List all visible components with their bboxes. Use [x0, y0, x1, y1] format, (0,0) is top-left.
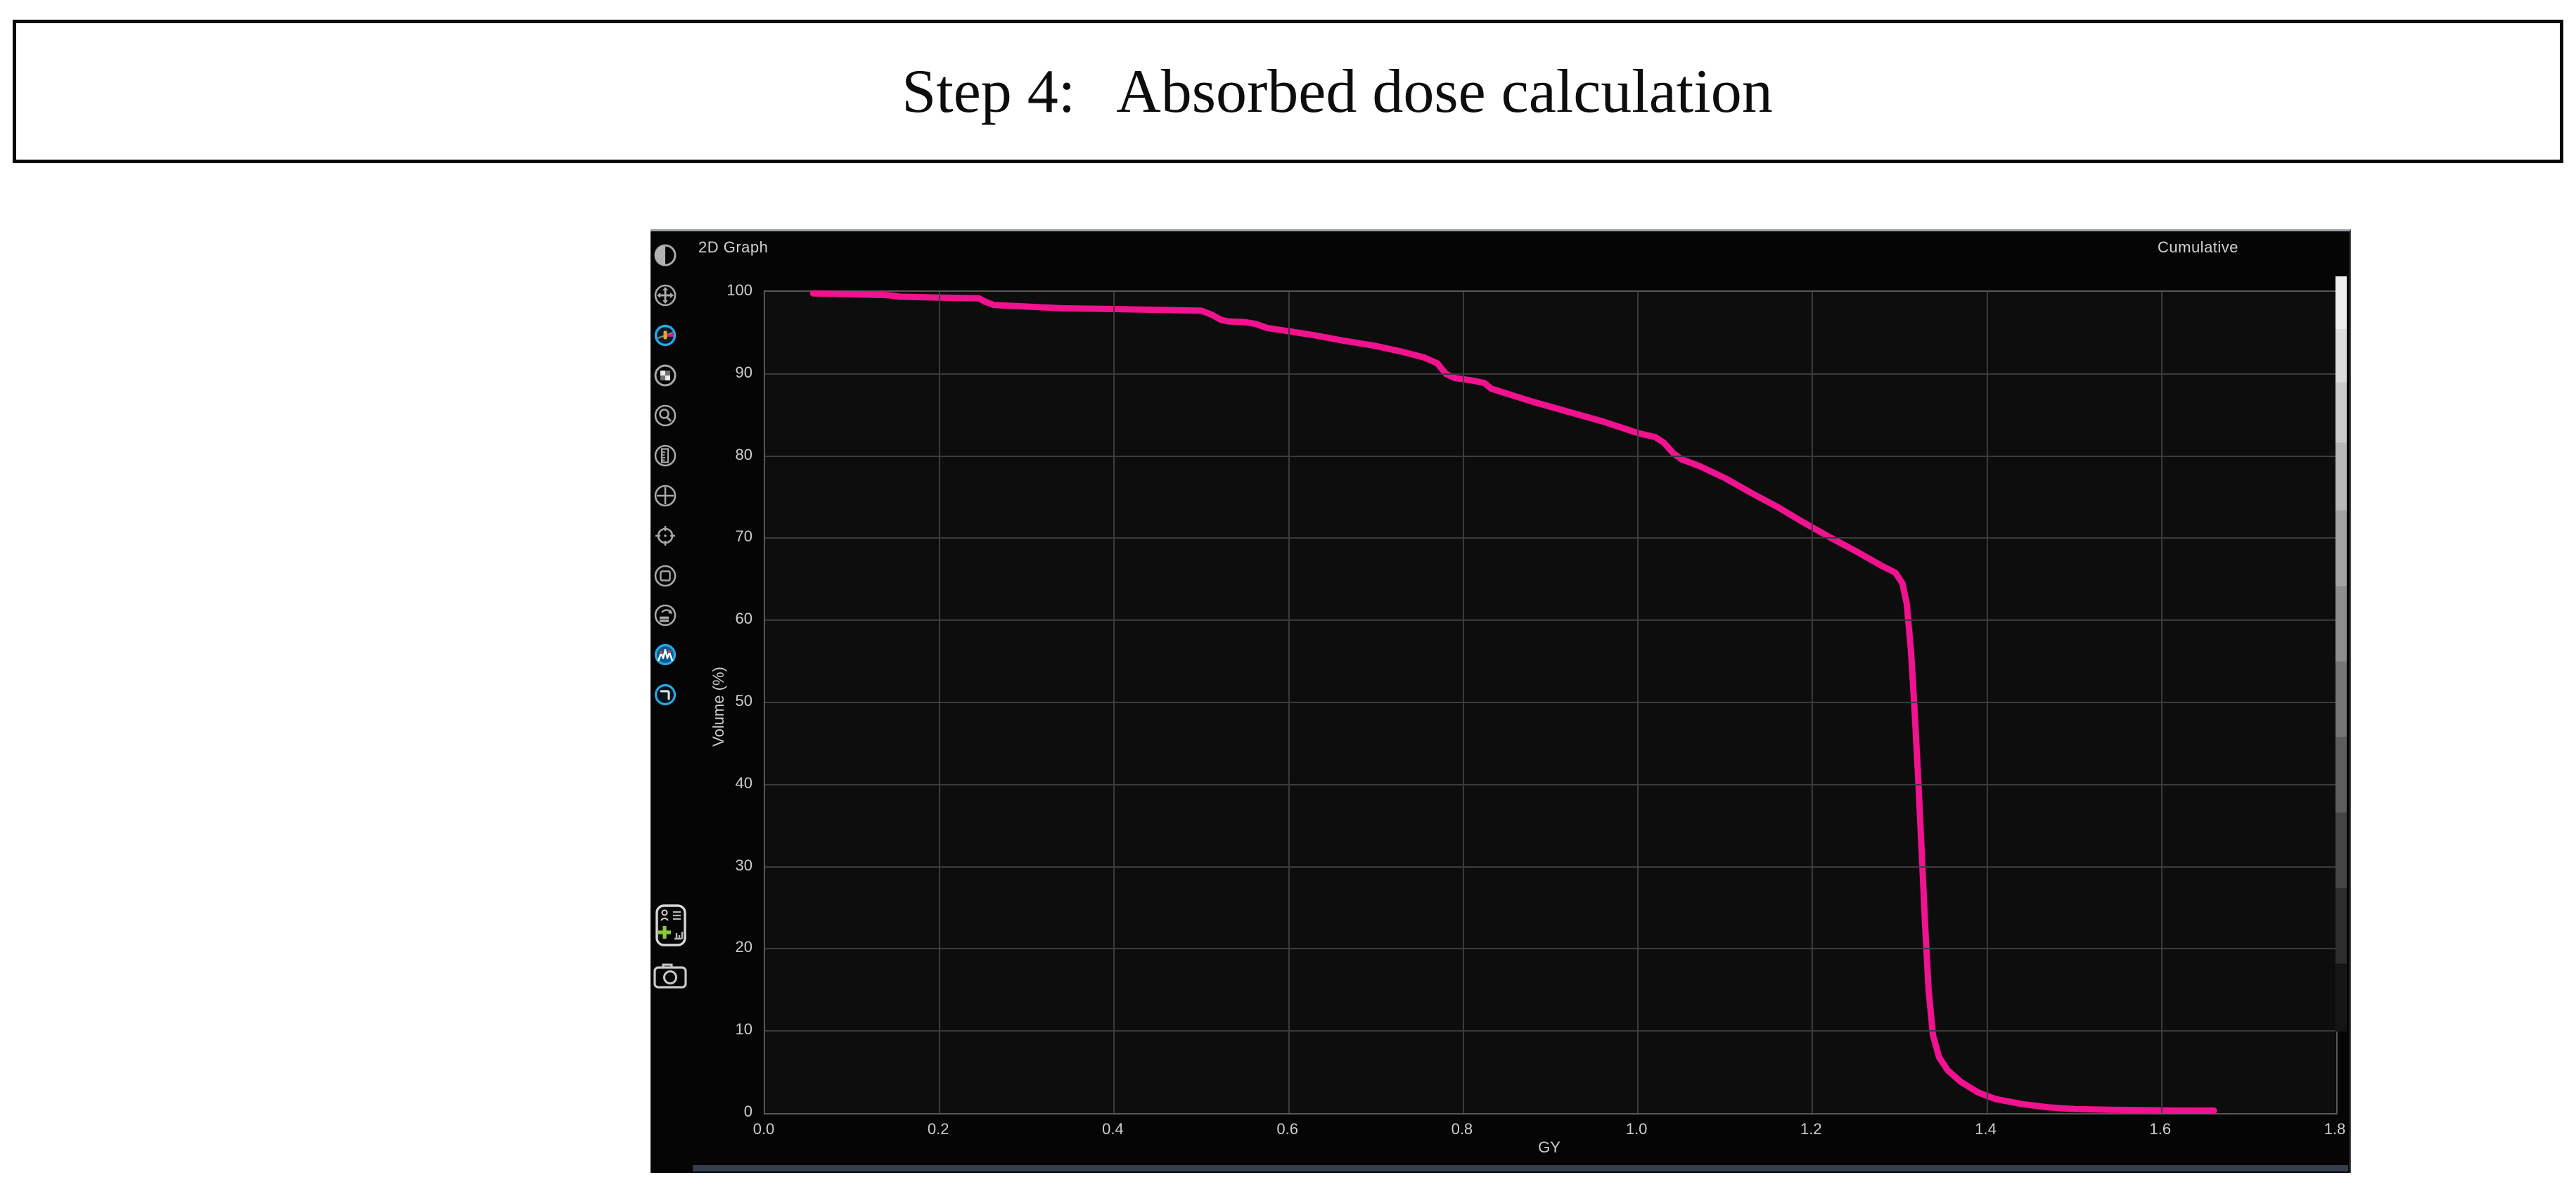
pan-icon[interactable]: [653, 283, 677, 307]
line-profile-icon[interactable]: [653, 323, 677, 347]
y-tick-label: 30: [735, 856, 752, 874]
step-label: Step 4:: [902, 57, 1076, 126]
screenshot-camera-icon[interactable]: [653, 962, 687, 989]
page-title: Absorbed dose calculation: [1116, 57, 1773, 126]
gridline-horizontal: [765, 783, 2336, 785]
x-tick-label: 1.8: [2324, 1120, 2346, 1138]
contrast-icon[interactable]: [653, 243, 677, 267]
y-tick-label: 10: [735, 1020, 752, 1039]
y-tick-label: 20: [735, 938, 752, 956]
gridline-horizontal: [765, 537, 2336, 539]
dvh-curve: [809, 290, 2217, 1114]
zoom-icon[interactable]: [653, 404, 677, 428]
dvh-histogram-icon[interactable]: [653, 643, 677, 667]
layout-grid-icon[interactable]: [653, 364, 677, 387]
panel-title: 2D Graph: [698, 238, 769, 256]
x-tick-label: 0.2: [927, 1120, 949, 1138]
plot-area[interactable]: [764, 290, 2338, 1114]
export-layers-icon[interactable]: [653, 603, 677, 627]
gridline-horizontal: [765, 702, 2336, 703]
curve-corner-icon[interactable]: [653, 683, 677, 707]
gridline-horizontal: [765, 373, 2336, 375]
y-tick-label: 80: [735, 445, 752, 463]
curve-mode-label: Cumulative: [2158, 238, 2239, 256]
x-tick-label: 0.0: [752, 1120, 775, 1138]
y-tick-label: 0: [743, 1103, 752, 1120]
x-tick-label: 0.4: [1102, 1120, 1124, 1138]
ruler-icon[interactable]: [653, 444, 677, 468]
crosshair-cross-icon[interactable]: [653, 484, 677, 508]
y-tick-label: 40: [735, 773, 752, 792]
gridline-horizontal: [765, 455, 2336, 457]
gridline-horizontal: [765, 866, 2336, 868]
x-tick-label: 0.6: [1276, 1120, 1298, 1138]
gradient-scrollbar[interactable]: [2335, 276, 2347, 1032]
x-tick-label: 1.4: [1975, 1120, 1997, 1138]
target-locate-icon[interactable]: [653, 524, 677, 548]
graph-panel: 2D Graph Cumulative: [651, 229, 2351, 1173]
gridline-horizontal: [765, 1030, 2336, 1032]
y-tick-label: 90: [735, 363, 752, 381]
y-tick-label: 100: [726, 281, 752, 299]
add-to-report-icon[interactable]: [655, 904, 687, 947]
bottom-scrollbar-track[interactable]: [693, 1165, 2348, 1171]
x-axis-title: GY: [1538, 1138, 1561, 1156]
title-text: Step 4: Absorbed dose calculation: [902, 56, 1772, 127]
rectangle-roi-icon[interactable]: [653, 564, 677, 588]
y-tick-label: 60: [735, 610, 752, 628]
x-tick-label: 1.2: [1800, 1120, 1822, 1138]
gridline-horizontal: [765, 619, 2336, 622]
x-tick-label: 1.0: [1625, 1120, 1648, 1138]
y-tick-label: 50: [735, 692, 752, 709]
x-tick-label: 1.6: [2149, 1120, 2172, 1138]
title-banner: Step 4: Absorbed dose calculation: [13, 20, 2563, 163]
y-tick-label: 70: [735, 527, 752, 546]
dvh-chart: [809, 290, 2217, 1114]
gridline-horizontal: [765, 948, 2336, 950]
x-tick-label: 0.8: [1451, 1120, 1473, 1138]
